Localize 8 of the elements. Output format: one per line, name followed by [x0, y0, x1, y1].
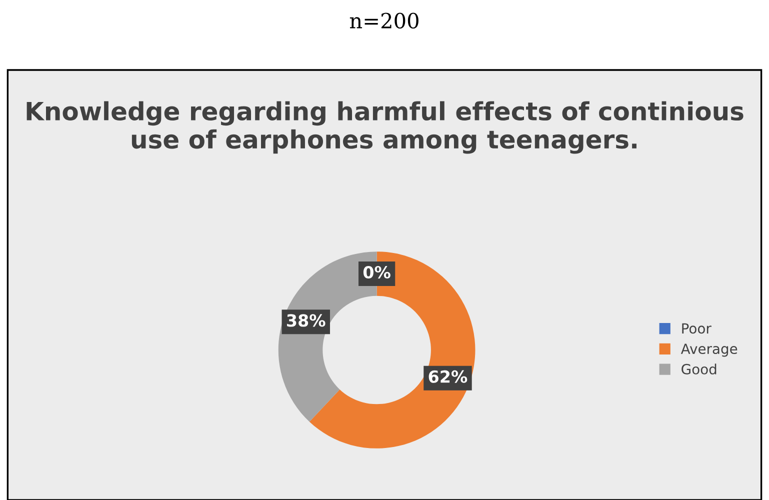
data-label: 62%	[428, 370, 468, 383]
data-label: 38%	[287, 314, 326, 327]
legend-label: Good	[682, 364, 716, 374]
chart-title: Knowledge regarding harmful effects of continious use of earphones among teenagers.	[26, 101, 744, 154]
legend-label: Poor	[682, 323, 712, 334]
text: 0%	[363, 266, 390, 279]
chart-subtitle: n=200	[350, 12, 418, 29]
legend-label: Average	[680, 344, 738, 357]
